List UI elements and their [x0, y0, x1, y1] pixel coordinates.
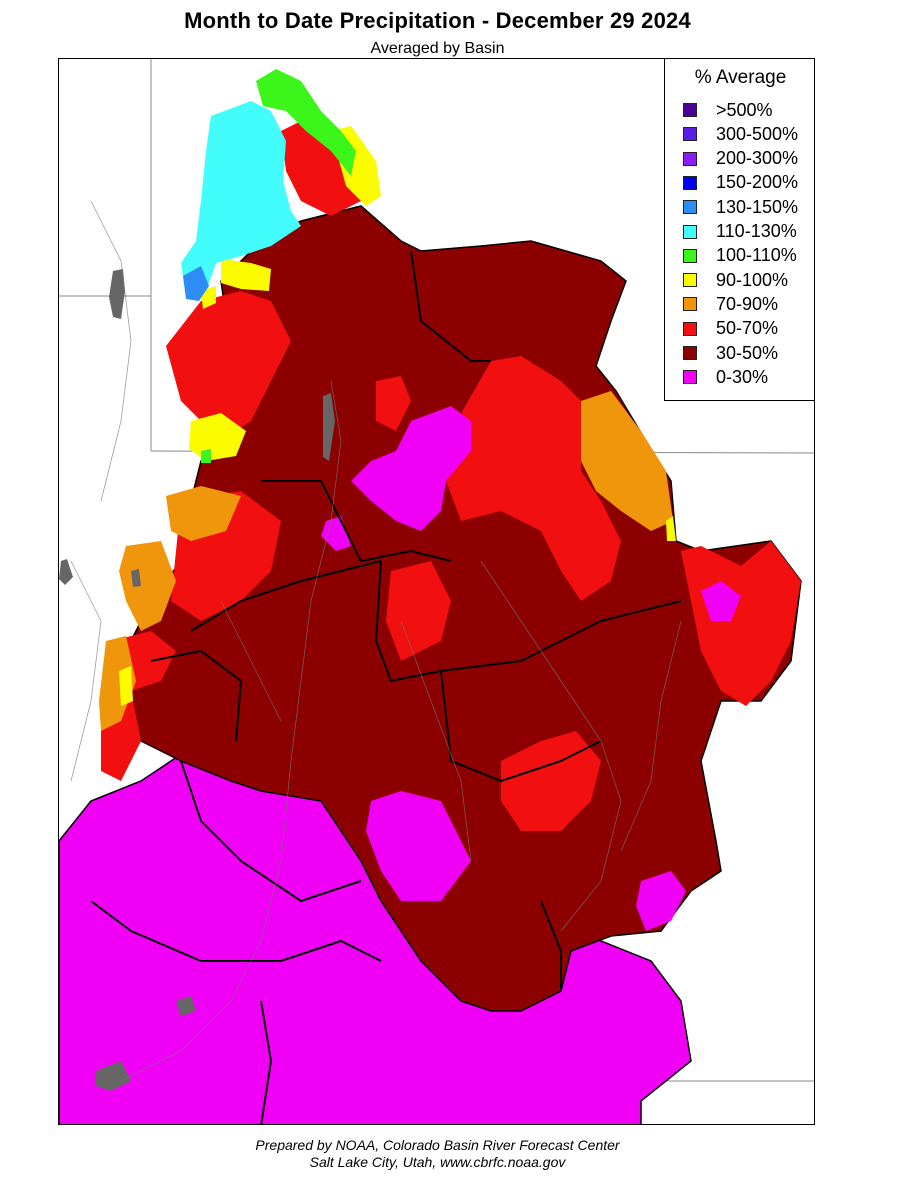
- legend-item: 30-50%: [683, 342, 778, 364]
- region-130-150: [183, 266, 209, 301]
- map-title: Month to Date Precipitation - December 2…: [184, 8, 691, 33]
- legend-label: 30-50%: [716, 342, 779, 363]
- legend-item: 110-130%: [683, 221, 797, 243]
- reservoirs: [96, 393, 335, 1091]
- legend-item: 100-110%: [683, 245, 797, 267]
- legend-swatch: [683, 127, 697, 142]
- footer-line-2: Salt Lake City, Utah, www.cbrfc.noaa.gov: [309, 1154, 566, 1170]
- legend-label: 100-110%: [716, 245, 797, 266]
- legend-swatch: [683, 346, 697, 360]
- legend-item: 300-500%: [683, 123, 798, 145]
- legend-swatch: [683, 151, 697, 166]
- map-subtitle: Averaged by Basin: [370, 40, 505, 57]
- legend-item: 200-300%: [683, 148, 798, 170]
- legend-label: 150-200%: [716, 172, 799, 193]
- legend-swatch: [683, 224, 697, 239]
- legend-swatch: [683, 297, 697, 312]
- legend-item: 70-90%: [683, 293, 778, 315]
- legend-label: 70-90%: [716, 293, 779, 314]
- region-70-90: [99, 391, 673, 731]
- legend-label: >500%: [716, 99, 773, 120]
- legend-label: 110-130%: [716, 221, 797, 241]
- legend: % Average >500% 300-500% 200-300% 150-200% 1…: [664, 58, 815, 401]
- lakes: [59, 269, 125, 585]
- footer-line-1: Prepared by NOAA, Colorado Basin River F…: [255, 1137, 620, 1153]
- rivers: [70, 200, 682, 1082]
- legend-item: 50-70%: [683, 318, 778, 340]
- legend-label: 50-70%: [716, 318, 779, 339]
- legend-item: 90-100%: [683, 269, 788, 291]
- legend-item: 130-150%: [683, 196, 798, 218]
- legend-swatch: [683, 370, 697, 385]
- legend-label: 130-150%: [716, 196, 799, 217]
- legend-swatch: [683, 175, 697, 190]
- region-110-130: [181, 101, 301, 296]
- legend-swatch: [683, 248, 697, 263]
- legend-title: % Average: [694, 67, 787, 88]
- legend-label: 90-100%: [716, 269, 789, 290]
- legend-item: 0-30%: [683, 366, 768, 388]
- legend-label: 0-30%: [716, 366, 769, 387]
- legend-label: 200-300%: [716, 148, 799, 169]
- legend-item: >500%: [683, 99, 773, 121]
- legend-label: 300-500%: [716, 123, 799, 144]
- region-0-30-interior: [321, 406, 741, 931]
- legend-item: 150-200%: [683, 172, 798, 194]
- basin-boundaries: [90, 250, 682, 1124]
- region-50-70: [101, 121, 801, 831]
- legend-swatch: [683, 321, 697, 336]
- basin-map-svg: [59, 59, 814, 1124]
- legend-swatch: [683, 103, 697, 117]
- legend-swatch: [683, 200, 697, 215]
- legend-swatch: [683, 273, 697, 288]
- region-100-110: [201, 69, 356, 463]
